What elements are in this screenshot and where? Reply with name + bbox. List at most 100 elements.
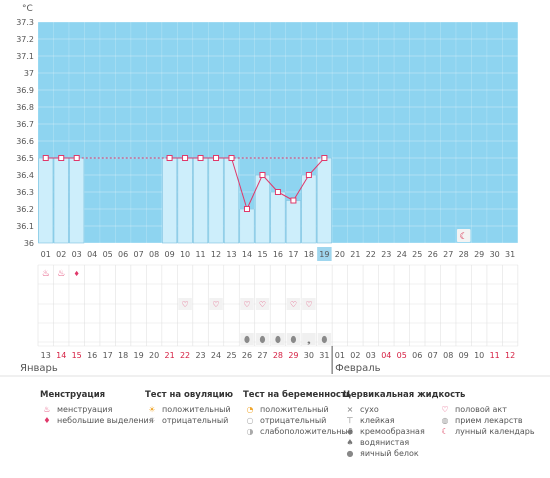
x-tick-label: 13 bbox=[226, 250, 236, 259]
date-label: 22 bbox=[180, 351, 190, 360]
temperature-bar bbox=[223, 157, 240, 244]
temperature-bar bbox=[316, 157, 332, 244]
temperature-bar bbox=[162, 157, 178, 244]
legend-label: менструация bbox=[57, 405, 113, 414]
legend-label: лунный календарь bbox=[455, 427, 535, 436]
moon-icon: ☾ bbox=[460, 232, 468, 242]
temperature-point bbox=[321, 155, 328, 161]
heart-cell bbox=[178, 298, 192, 310]
heart-icon: ♡ bbox=[181, 300, 188, 309]
x-tick-label: 04 bbox=[87, 250, 97, 259]
x-tick-label: 20 bbox=[335, 250, 345, 259]
x-tick-label: 14 bbox=[242, 250, 252, 259]
temperature-line bbox=[246, 174, 263, 210]
legend-label: положительный bbox=[162, 405, 231, 414]
temperature-bar bbox=[53, 157, 69, 244]
temperature-point bbox=[73, 155, 80, 161]
sun-positive-icon: ☀ bbox=[148, 405, 156, 414]
legend-item: ◆ кремообразная bbox=[343, 426, 465, 437]
temperature-point bbox=[197, 155, 204, 161]
temperature-point bbox=[274, 189, 281, 195]
eggwhite-icon: ● bbox=[346, 449, 354, 458]
drop-icon: ♦ bbox=[43, 416, 51, 425]
x-tick-label: 06 bbox=[118, 250, 128, 259]
heart-icon: ♡ bbox=[212, 300, 219, 309]
x-tick-label: 01 bbox=[41, 250, 51, 259]
drop-icon: ♦ bbox=[74, 270, 80, 278]
x-tick-label: 16 bbox=[273, 250, 283, 259]
legend-item: ☀ положительный bbox=[145, 404, 233, 415]
legend-item: ⊤ клейкая bbox=[343, 415, 465, 426]
legend-item: ♠ водянистая bbox=[343, 437, 465, 448]
y-tick-label: 37.3 bbox=[16, 18, 34, 27]
x-tick-label: 30 bbox=[490, 250, 500, 259]
legend-item: ○ отрицательный bbox=[243, 415, 353, 426]
date-label: 03 bbox=[366, 351, 376, 360]
x-tick-label: 05 bbox=[103, 250, 113, 259]
temperature-point bbox=[58, 155, 65, 161]
x-tick-label: 28 bbox=[459, 250, 469, 259]
x-tick-label: 24 bbox=[397, 250, 407, 259]
legend-label: сухо bbox=[360, 405, 379, 414]
y-tick-label: 37 bbox=[24, 69, 34, 78]
legend-label: небольшие выделения bbox=[57, 416, 154, 425]
legend-item: ◍ прием лекарств bbox=[438, 415, 535, 426]
watery-icon: ♠ bbox=[346, 438, 354, 447]
y-tick-label: 36.2 bbox=[16, 205, 34, 214]
moon-icon: ☾ bbox=[441, 427, 449, 436]
legend-label: кремообразная bbox=[360, 427, 425, 436]
x-tick-label: 27 bbox=[443, 250, 453, 259]
x-tick-label: 22 bbox=[366, 250, 376, 259]
date-label: 20 bbox=[149, 351, 159, 360]
temperature-bar bbox=[38, 157, 54, 244]
temperature-point bbox=[305, 172, 312, 178]
legend-item: ☼ отрицательный bbox=[145, 415, 233, 426]
temperature-bar bbox=[239, 208, 255, 244]
legend-label: водянистая bbox=[360, 438, 410, 447]
legend-label: отрицательный bbox=[260, 416, 327, 425]
date-label: 08 bbox=[443, 351, 453, 360]
y-tick-label: 36.1 bbox=[16, 222, 34, 231]
y-tick-label: 36.5 bbox=[16, 154, 34, 163]
date-label: 26 bbox=[242, 351, 252, 360]
date-label: 13 bbox=[41, 351, 51, 360]
legend-item: × сухо bbox=[343, 404, 465, 415]
drops-icon: ♨ bbox=[57, 269, 65, 279]
drops-icon: ♨ bbox=[42, 269, 50, 279]
date-label: 07 bbox=[428, 351, 438, 360]
temperature-point bbox=[259, 172, 266, 178]
heart-cell bbox=[255, 298, 270, 310]
dry-icon: × bbox=[346, 405, 354, 414]
date-label: 12 bbox=[505, 351, 515, 360]
legend-label: половой акт bbox=[455, 405, 507, 414]
x-tick-label: 17 bbox=[288, 250, 298, 259]
date-label: 31 bbox=[319, 351, 329, 360]
temperature-point bbox=[166, 155, 173, 161]
x-tick-label: 25 bbox=[412, 250, 422, 259]
heart-icon: ♡ bbox=[441, 405, 449, 414]
legend-item: ☾ лунный календарь bbox=[438, 426, 535, 437]
temperature-bar bbox=[208, 157, 224, 244]
y-axis-label: °C bbox=[22, 4, 33, 14]
legend-item: ◔ положительный bbox=[243, 404, 353, 415]
date-label: 24 bbox=[211, 351, 221, 360]
date-label: 05 bbox=[397, 351, 407, 360]
temperature-bar bbox=[177, 157, 193, 244]
heart-icon: ♡ bbox=[290, 300, 297, 309]
date-label: 04 bbox=[381, 351, 391, 360]
x-tick-label: 11 bbox=[195, 250, 205, 259]
legend-label: прием лекарств bbox=[455, 416, 523, 425]
legend-item: ♡ половой акт bbox=[438, 404, 535, 415]
temperature-point bbox=[228, 155, 235, 161]
sticky-icon: ⊤ bbox=[346, 416, 354, 425]
temperature-bar bbox=[69, 157, 85, 244]
date-label: 10 bbox=[474, 351, 484, 360]
drops-icon: ♨ bbox=[43, 405, 51, 414]
cervical-cell bbox=[302, 333, 316, 345]
date-label: 06 bbox=[412, 351, 422, 360]
date-label: 01 bbox=[335, 351, 345, 360]
temperature-bar bbox=[301, 174, 317, 244]
eggwhite-icon bbox=[290, 335, 297, 344]
x-tick-label: 21 bbox=[350, 250, 360, 259]
today-highlight bbox=[317, 247, 332, 261]
